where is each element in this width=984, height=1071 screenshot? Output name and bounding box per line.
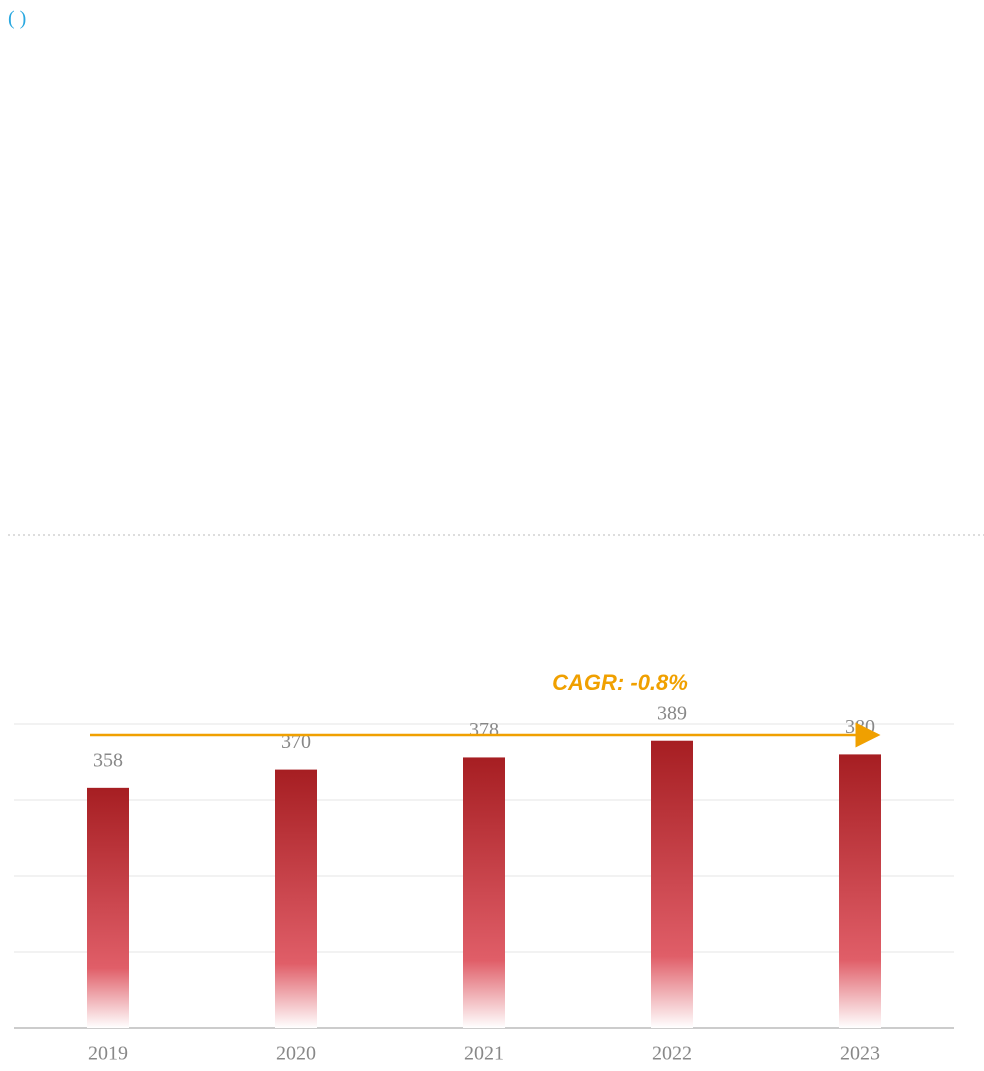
chart-title: ( ) [8, 8, 26, 30]
value-label: 389 [657, 702, 687, 724]
value-label: 358 [93, 749, 123, 771]
bar [275, 769, 317, 1028]
bar [651, 740, 693, 1028]
bar [463, 757, 505, 1028]
x-tick-label: 2022 [652, 1043, 692, 1065]
value-label: 370 [281, 731, 311, 753]
x-tick-label: 2019 [88, 1043, 128, 1065]
x-tick-label: 2023 [840, 1043, 880, 1065]
value-label: 378 [469, 719, 499, 741]
bar [839, 754, 881, 1028]
x-tick-label: 2021 [464, 1043, 504, 1065]
x-tick-label: 2020 [276, 1043, 316, 1065]
bar [87, 787, 129, 1028]
cagr-annotation: CAGR: -0.8% [552, 670, 688, 695]
